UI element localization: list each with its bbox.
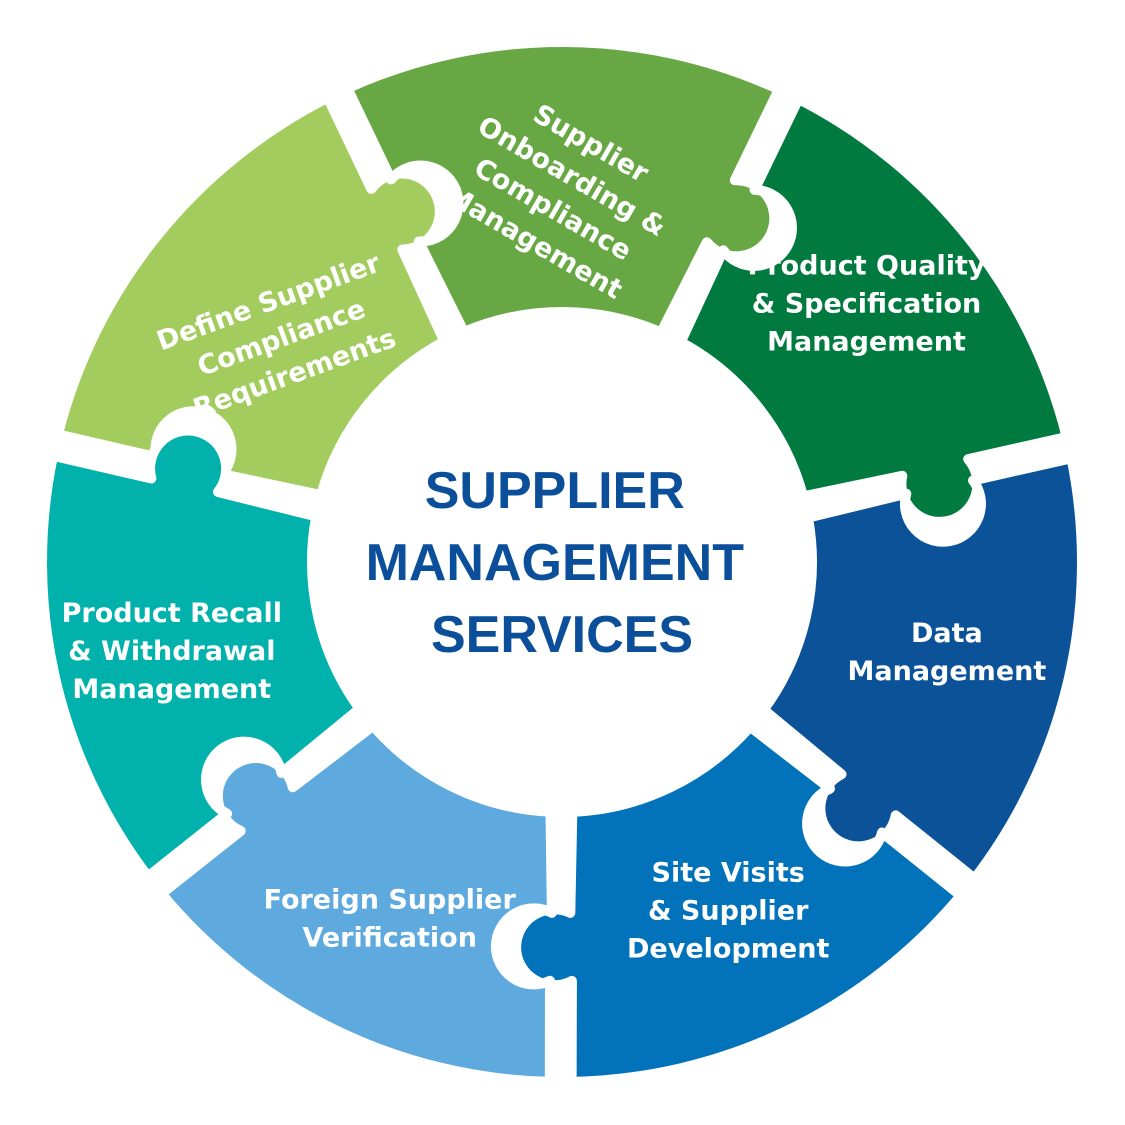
segment-label-3: Product Quality & Specification Management <box>748 251 986 358</box>
center-title: SUPPLIER MANAGEMENT SERVICES <box>366 462 759 664</box>
segment-3-line-2: & Specification <box>752 289 981 320</box>
puzzle-piece-7 <box>37 425 365 882</box>
segment-3-line-1: Product Quality <box>748 251 986 282</box>
puzzle-piece-1 <box>52 92 450 501</box>
segment-label-4: Data Management <box>848 618 1047 687</box>
center-title-line-1: SUPPLIER <box>425 462 685 520</box>
segment-label-6: Foreign Supplier Verification <box>264 885 517 954</box>
center-circle <box>312 312 812 812</box>
puzzle-piece-5 <box>511 721 966 1087</box>
segment-label-5: Site Visits & Supplier Development <box>627 857 829 964</box>
puzzle-piece-3 <box>675 93 1072 527</box>
segment-7-line-1: Product Recall <box>62 598 282 629</box>
puzzle-piece-6 <box>156 720 557 1087</box>
segment-5-line-1: Site Visits <box>652 857 805 888</box>
center-title-line-3: SERVICES <box>431 606 693 664</box>
segment-5-line-2: & Supplier <box>648 895 809 926</box>
center-title-line-2: MANAGEMENT <box>366 534 745 592</box>
segment-4-line-2: Management <box>848 656 1047 687</box>
segment-6-line-1: Foreign Supplier <box>264 885 517 916</box>
segment-7-line-2: & Withdrawal <box>68 636 275 667</box>
segment-5-line-3: Development <box>627 933 829 964</box>
puzzle-piece-4 <box>758 453 1087 884</box>
segment-6-line-2: Verification <box>302 923 476 954</box>
segment-3-line-3: Management <box>767 327 966 358</box>
puzzle-ring <box>37 36 1087 1087</box>
puzzle-piece-2 <box>342 36 784 338</box>
segment-label-7: Product Recall & Withdrawal Management <box>62 598 282 705</box>
segment-4-line-1: Data <box>911 618 983 649</box>
segment-7-line-3: Management <box>72 674 271 705</box>
